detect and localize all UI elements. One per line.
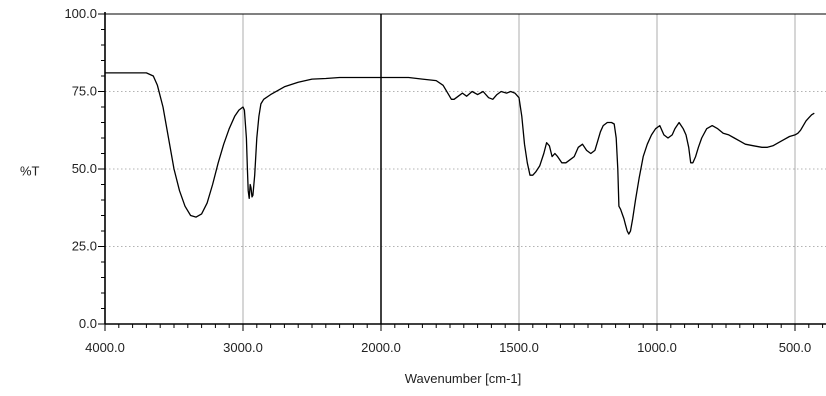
plot-area [105,72,815,235]
y-tick-label: 75.0 [72,84,97,99]
y-axis-title: %T [20,163,40,178]
y-tick-label: 25.0 [72,239,97,254]
x-tick-label: 1500.0 [499,340,539,355]
axis-ticks [98,12,826,331]
x-tick-label: 1000.0 [637,340,677,355]
x-tick-label: 4000.0 [85,340,125,355]
y-tick-label: 0.0 [79,316,97,331]
y-tick-label: 100.0 [64,6,97,21]
grid-lines [105,14,826,324]
x-tick-label: 2000.0 [361,340,401,355]
y-tick-label: 50.0 [72,161,97,176]
spectrum-line [105,72,815,235]
tick-labels: 0.0 25.0 50.0 75.0 100.0 4000.0 3000.0 2000.0 15… [64,6,811,355]
x-axis-title: Wavenumber [cm-1] [405,371,522,386]
x-tick-label: 500.0 [779,340,812,355]
x-tick-label: 3000.0 [223,340,263,355]
